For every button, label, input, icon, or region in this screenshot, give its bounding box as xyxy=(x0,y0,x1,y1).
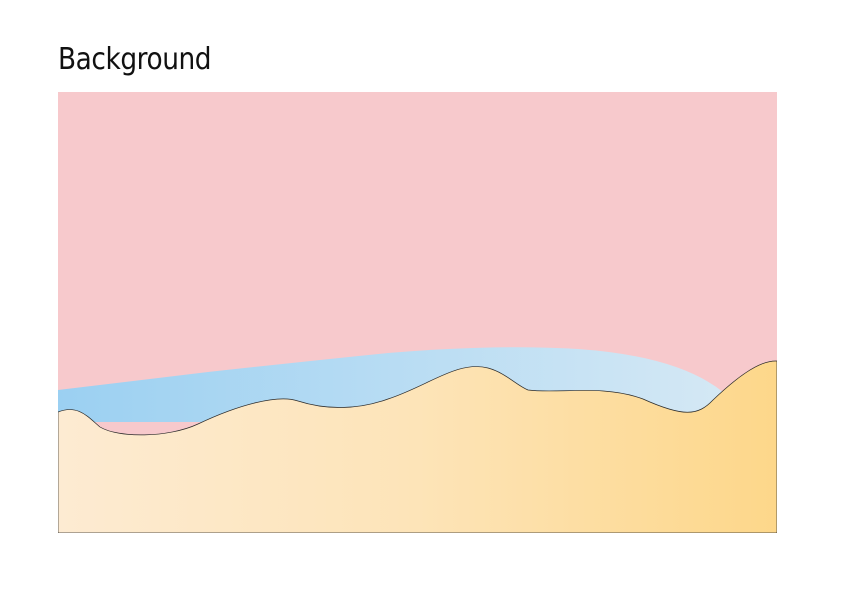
sand-dunes xyxy=(58,360,777,533)
page-title: Background xyxy=(58,42,212,77)
background-illustration xyxy=(58,92,777,533)
background-svg xyxy=(58,92,777,533)
